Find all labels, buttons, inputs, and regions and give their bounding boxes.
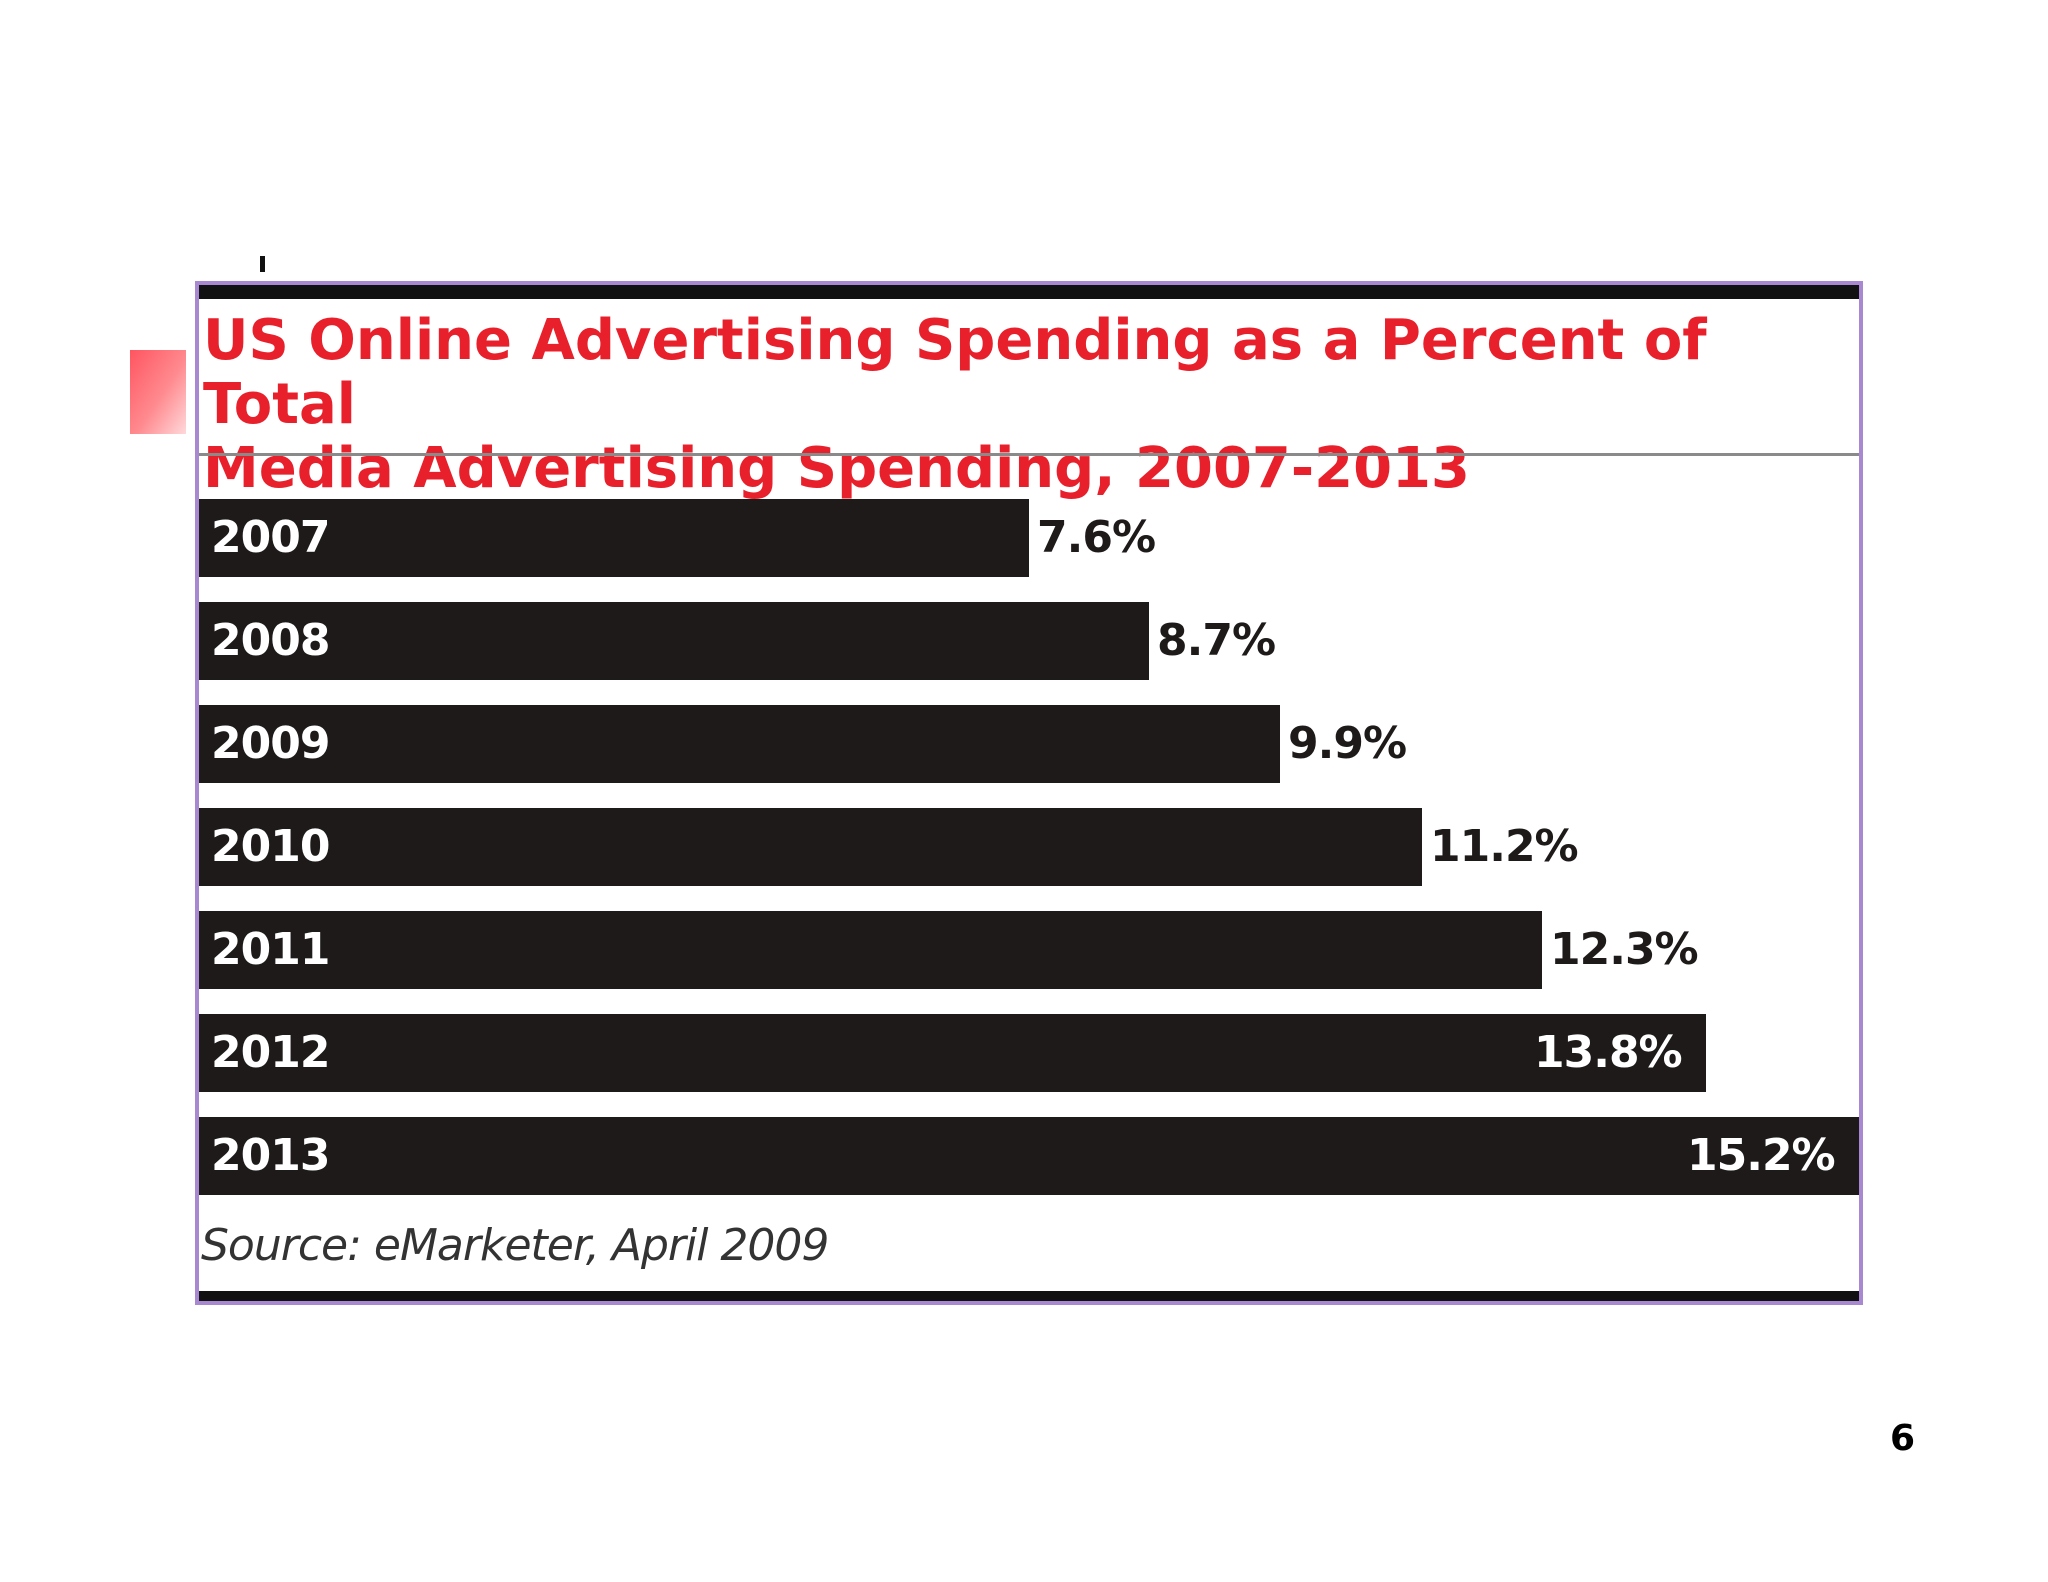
bar-2009 — [199, 705, 1280, 783]
bar-2011 — [199, 911, 1542, 989]
bar-value-label: 15.2% — [1687, 1130, 1836, 1181]
bar-value-label: 13.8% — [1534, 1027, 1683, 1078]
chart-title: US Online Advertising Spending as a Perc… — [203, 308, 1707, 501]
bar-category-label: 2007 — [211, 512, 330, 563]
bar-2012 — [199, 1014, 1706, 1092]
bar-2007 — [199, 499, 1029, 577]
bar-value-label: 11.2% — [1430, 821, 1579, 872]
bar-category-label: 2008 — [211, 615, 330, 666]
bar-category-label: 2012 — [211, 1027, 330, 1078]
title-divider — [199, 453, 1859, 456]
bar-chart: 2007 7.6% 2008 8.7% 2009 9.9% 2010 11.2% 2011 12.… — [199, 285, 1859, 1301]
page-number: 6 — [1890, 1418, 1916, 1459]
source-note: Source: eMarketer, April 2009 — [201, 1220, 829, 1271]
bar-category-label: 2013 — [211, 1130, 330, 1181]
chart-frame: US Online Advertising Spending as a Perc… — [195, 281, 1863, 1305]
bar-category-label: 2009 — [211, 718, 330, 769]
bar-value-label: 9.9% — [1288, 718, 1407, 769]
bar-category-label: 2010 — [211, 821, 330, 872]
bar-value-label: 8.7% — [1157, 615, 1276, 666]
bar-category-label: 2011 — [211, 924, 330, 975]
bar-2013 — [199, 1117, 1859, 1195]
bar-value-label: 12.3% — [1550, 924, 1699, 975]
chart-bottom-bar — [199, 1291, 1859, 1301]
tick-mark — [260, 256, 265, 272]
chart-top-bar — [199, 285, 1859, 299]
bar-2010 — [199, 808, 1422, 886]
bar-2008 — [199, 602, 1149, 680]
bar-value-label: 7.6% — [1037, 512, 1156, 563]
slide-bullet — [130, 350, 186, 434]
